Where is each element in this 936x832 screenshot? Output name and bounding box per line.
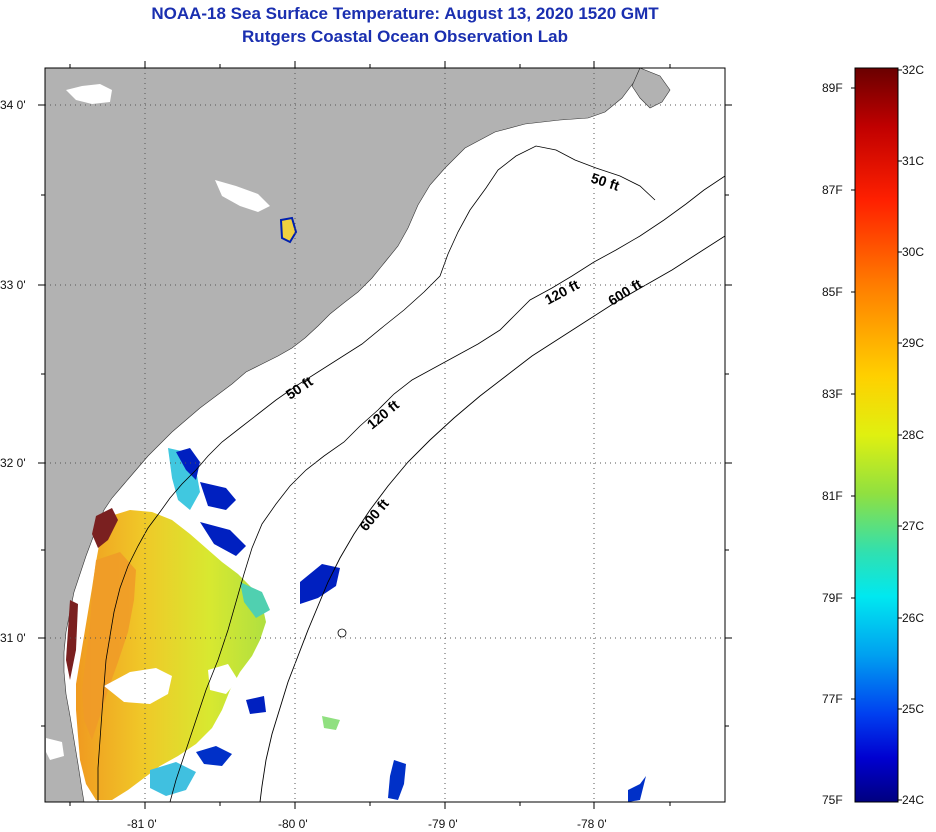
sst-cold-fringe — [246, 696, 266, 714]
map-title: NOAA-18 Sea Surface Temperature: August … — [151, 4, 659, 23]
colorbar-celsius-label: 27C — [902, 519, 925, 533]
colorbar-celsius-label: 26C — [902, 611, 925, 625]
contour-seamount — [337, 628, 347, 638]
colorbar-fahrenheit-label: 75F — [822, 793, 843, 807]
colorbar-fahrenheit-label: 79F — [822, 591, 843, 605]
sst-cool-fringe — [240, 582, 270, 618]
map-subtitle: Rutgers Coastal Ocean Observation Lab — [242, 27, 568, 46]
sst-cool-fringe — [322, 716, 340, 730]
graticule — [45, 68, 725, 802]
sst-orange-core — [82, 552, 136, 740]
latitude-label: 34 0' — [0, 98, 26, 112]
sst-hot-edge — [92, 508, 118, 548]
latitude-label: 32 0' — [0, 456, 26, 470]
colorbar-celsius-label: 25C — [902, 702, 925, 716]
contour-120ft — [169, 175, 725, 802]
sst-cool-fringe — [150, 762, 196, 796]
map-tick-marks — [38, 61, 732, 809]
colorbar-fahrenheit-label: 81F — [822, 489, 843, 503]
colorbar-fahrenheit-label: 77F — [822, 692, 843, 706]
colorbar-celsius-label: 29C — [902, 336, 925, 350]
land-mass — [45, 68, 641, 802]
colorbar-celsius-label: 32C — [902, 63, 925, 77]
sst-cold-fringe — [388, 760, 406, 800]
sst-cold-fringe — [200, 482, 236, 510]
longitude-label: -79 0' — [428, 817, 458, 831]
longitude-label: -81 0' — [127, 817, 157, 831]
colorbar-ticks — [851, 69, 902, 801]
sst-cloud-gap — [208, 664, 238, 694]
lake-blob — [279, 216, 298, 244]
colorbar-fahrenheit-label: 87F — [822, 183, 843, 197]
latitude-label: 33 0' — [0, 278, 26, 292]
latitude-label: 31 0' — [0, 631, 26, 645]
colorbar-celsius-label: 30C — [902, 245, 925, 259]
sst-cloud-gap — [104, 668, 172, 704]
longitude-label: -78 0' — [577, 817, 607, 831]
sst-hot-edge — [66, 600, 78, 680]
sst-cold-fringe — [628, 776, 646, 802]
colorbar-fahrenheit-label: 83F — [822, 387, 843, 401]
cloud-patch — [215, 180, 270, 212]
colorbar-celsius-label: 24C — [902, 793, 925, 807]
colorbar — [854, 67, 899, 803]
colorbar-fahrenheit-label: 85F — [822, 285, 843, 299]
sst-cold-fringe — [200, 522, 246, 556]
colorbar-fahrenheit-label: 89F — [822, 81, 843, 95]
cloud-patch — [46, 738, 64, 760]
longitude-label: -80 0' — [278, 817, 308, 831]
map-frame — [44, 67, 726, 803]
colorbar-celsius-label: 28C — [902, 428, 925, 442]
sst-cold-fringe — [300, 564, 340, 604]
contour-50ft — [97, 145, 656, 802]
contour-600ft — [259, 235, 725, 802]
sst-cold-fringe — [196, 746, 232, 766]
cloud-patch — [66, 84, 112, 104]
colorbar-celsius-label: 31C — [902, 154, 925, 168]
